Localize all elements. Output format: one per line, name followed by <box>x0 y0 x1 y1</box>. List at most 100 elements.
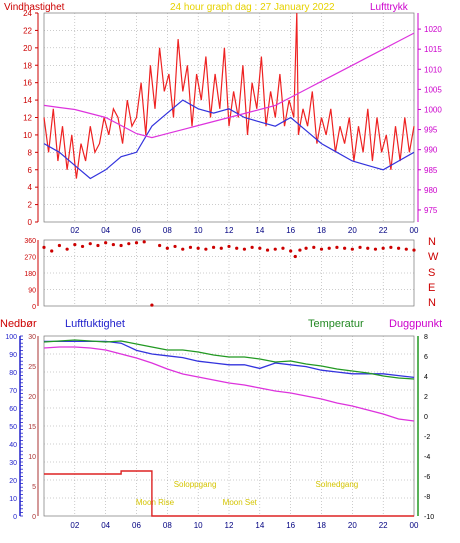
wind-chart-x-tick-label: 20 <box>348 226 357 235</box>
direction-point <box>319 247 324 251</box>
direction-point <box>211 245 216 249</box>
direction-point <box>289 249 293 253</box>
direction-point <box>304 246 308 250</box>
direction-point <box>350 247 354 251</box>
humidity-y-tick-label: 90 <box>9 352 17 359</box>
wind-chart-x-tick-label: 14 <box>255 226 264 235</box>
direction-point <box>227 244 231 249</box>
direction-y-tick-label: 270 <box>24 255 36 262</box>
compass-n-bottom: N <box>428 297 436 309</box>
temperature-y-tick-label: 0 <box>424 414 428 421</box>
direction-point <box>73 242 77 247</box>
wind-chart-x-tick-label: 12 <box>225 226 234 235</box>
direction-point <box>65 247 69 251</box>
label-vindhastighet: Vindhastighet <box>4 2 65 13</box>
direction-point <box>88 242 92 246</box>
direction-point <box>104 241 108 245</box>
direction-point <box>196 246 200 250</box>
temperature-line <box>43 339 415 380</box>
climate-chart-x-tick-label: 20 <box>348 521 357 530</box>
label-luftfuktighet: Luftfuktighet <box>65 318 125 330</box>
humidity-y-tick-label: 100 <box>5 334 17 341</box>
temperature-y-tick-label: -8 <box>424 494 430 501</box>
wind-y-tick-label: 16 <box>23 79 32 88</box>
climate-annotation: Moon Set <box>223 498 258 507</box>
temperature-y-tick-label: -6 <box>424 474 430 481</box>
climate-chart-x-tick-label: 00 <box>410 521 419 530</box>
compass-w: W <box>428 251 439 263</box>
wind-y-tick-label: 20 <box>23 44 32 53</box>
humidity-y-tick-label: 70 <box>9 388 17 395</box>
direction-y-tick-label: 0 <box>32 304 36 311</box>
pressure-y-tick-label: 990 <box>424 146 438 155</box>
label-nedbor: Nedbør <box>0 318 37 330</box>
humidity-y-tick-label: 60 <box>9 406 17 413</box>
climate-chart-x-tick-label: 08 <box>163 521 172 530</box>
temperature-y-tick-label: 4 <box>424 374 428 381</box>
direction-point <box>335 245 339 249</box>
temperature-y-tick-label: -4 <box>424 454 430 461</box>
direction-y-tick-label: 90 <box>28 288 36 295</box>
wind-chart-x-tick-label: 22 <box>379 226 388 235</box>
direction-y-tick-label: 180 <box>24 271 36 278</box>
pressure-line <box>43 32 415 139</box>
direction-point <box>80 244 85 249</box>
wind-y-tick-label: 0 <box>28 218 33 227</box>
pressure-y-tick-label: 985 <box>424 166 438 175</box>
humidity-y-tick-label: 0 <box>13 514 17 521</box>
label-duggpunkt: Duggpunkt <box>389 318 442 330</box>
direction-point <box>373 247 378 251</box>
graph-title: 24 hour graph dag : 27 January 2022 <box>170 2 335 13</box>
climate-chart-x-tick-label: 10 <box>194 521 203 530</box>
direction-point <box>150 303 154 307</box>
precip-y-tick-label: 5 <box>32 484 36 491</box>
direction-point <box>173 244 177 249</box>
direction-point <box>219 246 223 250</box>
wind-y-tick-label: 2 <box>28 201 33 210</box>
direction-point <box>281 246 285 250</box>
humidity-y-tick-label: 20 <box>9 478 17 485</box>
precip-y-tick-label: 25 <box>28 364 36 371</box>
direction-point <box>134 241 139 245</box>
wind-y-tick-label: 14 <box>23 96 32 105</box>
direction-point <box>111 242 115 247</box>
wind-y-tick-label: 12 <box>23 114 32 123</box>
direction-point <box>343 246 347 250</box>
precip-y-tick-label: 0 <box>32 514 36 521</box>
climate-chart-x-tick-label: 14 <box>255 521 264 530</box>
wind-y-tick-label: 6 <box>28 166 33 175</box>
direction-point <box>396 246 401 250</box>
direction-point <box>119 243 123 248</box>
wind-chart-x-tick-label: 06 <box>132 226 141 235</box>
direction-point <box>42 245 46 249</box>
direction-point <box>298 248 302 252</box>
label-temperatur: Temperatur <box>308 318 364 330</box>
humidity-y-tick-label: 40 <box>9 442 17 449</box>
direction-point <box>389 245 393 249</box>
climate-annotation: Soloppgang <box>174 480 217 489</box>
direction-point <box>381 246 385 250</box>
wind-chart-x-tick-label: 04 <box>101 226 110 235</box>
pressure-y-tick-label: 980 <box>424 186 438 195</box>
wind-average-line <box>43 99 415 180</box>
direction-point <box>235 246 239 250</box>
direction-point <box>188 245 193 249</box>
humidity-y-tick-label: 30 <box>9 460 17 467</box>
direction-point <box>312 245 316 249</box>
wind-chart-x-tick-label: 10 <box>194 226 203 235</box>
direction-point <box>273 247 277 251</box>
humidity-y-tick-label: 80 <box>9 370 17 377</box>
direction-point <box>250 245 254 249</box>
direction-point <box>293 254 297 259</box>
wind-y-tick-label: 18 <box>23 61 32 70</box>
temperature-y-tick-label: 8 <box>424 334 428 341</box>
pressure-y-tick-label: 995 <box>424 126 438 135</box>
humidity-y-tick-label: 10 <box>9 496 17 503</box>
label-lufttrykk: Lufttrykk <box>370 2 409 13</box>
direction-point <box>358 245 362 249</box>
direction-point <box>57 243 62 248</box>
temperature-y-tick-label: 2 <box>424 394 428 401</box>
precip-y-tick-label: 15 <box>28 424 36 431</box>
wind-y-tick-label: 8 <box>28 148 33 157</box>
